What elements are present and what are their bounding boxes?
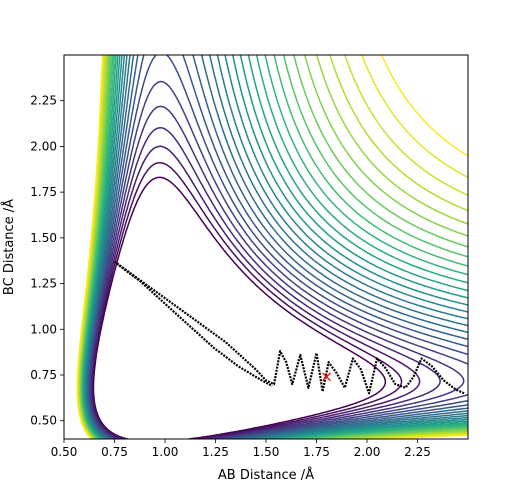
y-axis: 0.50 0.75 1.00 1.25 1.50 1.75 2.00 2.25 [30, 94, 64, 428]
x-tick-label: 2.00 [354, 445, 381, 459]
y-tick-label: 0.50 [30, 414, 57, 428]
x-tick-label: 0.50 [51, 445, 78, 459]
x-axis: 0.50 0.75 1.00 1.25 1.50 1.75 2.00 2.25 [51, 439, 431, 459]
y-tick-label: 1.00 [30, 322, 57, 336]
y-tick-label: 1.25 [30, 277, 57, 291]
contour-line [90, 126, 441, 439]
x-tick-label: 2.25 [404, 445, 431, 459]
x-tick-label: 0.75 [101, 445, 128, 459]
x-tick-label: 1.75 [303, 445, 330, 459]
y-axis-label: BC Distance /Å [1, 199, 17, 295]
marker-layer [322, 372, 332, 382]
contour-lines [76, 55, 468, 439]
x-tick-label: 1.00 [152, 445, 179, 459]
end-marker [322, 372, 332, 382]
contour-line [92, 176, 387, 439]
trajectory-return-line [115, 262, 273, 387]
contour-line [91, 162, 403, 439]
y-tick-label: 0.75 [30, 368, 57, 382]
y-tick-label: 2.25 [30, 94, 57, 108]
contour-line [76, 55, 468, 439]
x-axis-label: AB Distance /Å [218, 467, 314, 483]
x-tick-label: 1.25 [202, 445, 229, 459]
x-tick-label: 1.50 [253, 445, 280, 459]
y-tick-label: 2.00 [30, 139, 57, 153]
trajectory [113, 260, 465, 395]
contour-line [91, 145, 421, 439]
trajectory-line [113, 260, 465, 395]
y-tick-label: 1.75 [30, 185, 57, 199]
y-tick-label: 1.50 [30, 231, 57, 245]
